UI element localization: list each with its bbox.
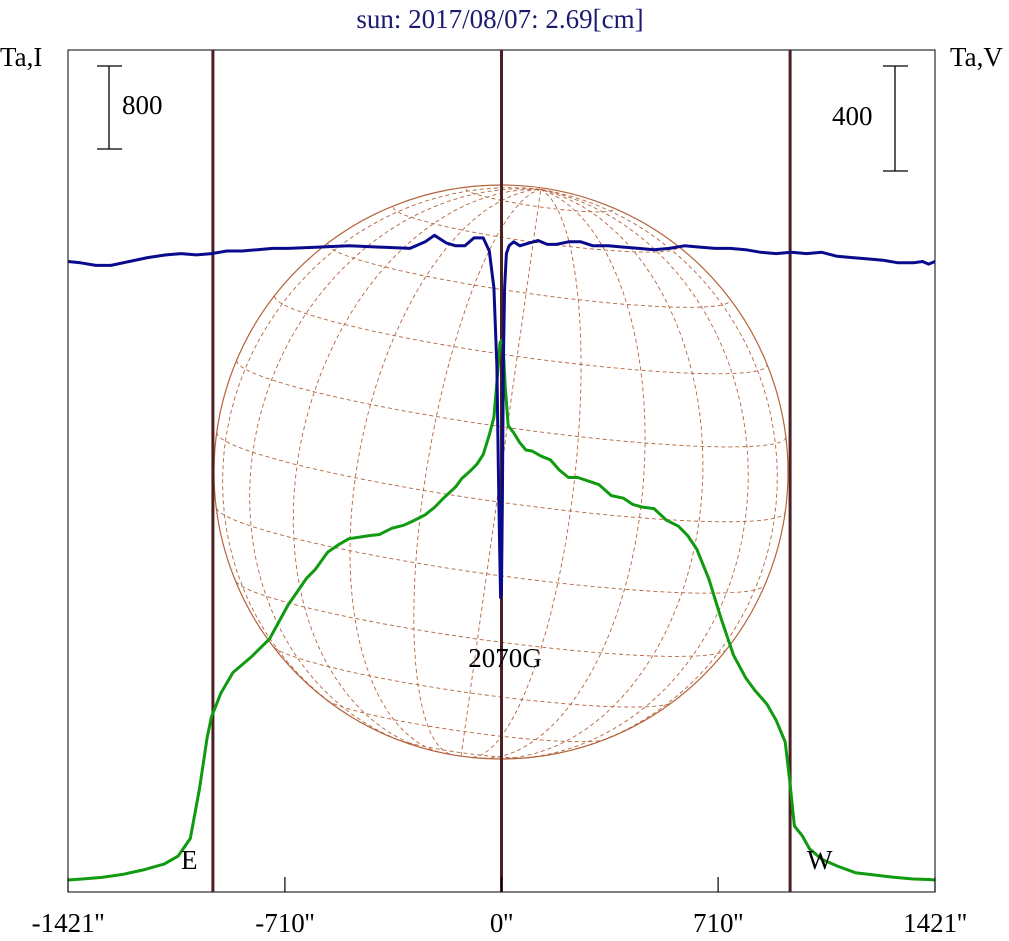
left-scale-bar bbox=[97, 65, 122, 150]
right-axis-label: Ta,V bbox=[950, 42, 1003, 72]
longitude-line bbox=[483, 188, 646, 759]
latitude-line bbox=[394, 738, 530, 759]
latitude-line bbox=[274, 296, 768, 375]
left-axis-label: Ta,I bbox=[0, 42, 42, 72]
intensity-series-line bbox=[67, 339, 936, 882]
longitude-line bbox=[512, 188, 749, 760]
latitude-line bbox=[327, 243, 731, 308]
left-scale-label: 800 bbox=[122, 90, 163, 120]
latitude-line bbox=[273, 646, 672, 708]
longitude-line bbox=[349, 188, 541, 753]
x-axis-ticks: -1421'' -710'' 0'' 710'' 1421'' bbox=[32, 877, 967, 938]
polarization-series-line bbox=[67, 233, 936, 599]
right-scale-bar bbox=[883, 65, 908, 172]
latitude-line bbox=[236, 360, 787, 448]
longitude-line bbox=[292, 188, 541, 751]
x-tick-label-2: 0'' bbox=[490, 908, 513, 938]
longitude-line bbox=[540, 188, 778, 750]
field-strength-annotation: 2070G bbox=[468, 643, 542, 673]
longitude-line bbox=[460, 189, 542, 757]
longitude-line bbox=[249, 188, 541, 745]
latitude-line bbox=[392, 207, 678, 253]
right-scale-label: 400 bbox=[832, 101, 873, 131]
x-tick-label-1: -710'' bbox=[255, 908, 314, 938]
x-tick-label-0: -1421'' bbox=[32, 908, 105, 938]
west-limb-label: W bbox=[807, 845, 833, 875]
x-tick-label-3: 710'' bbox=[693, 908, 743, 938]
x-tick-label-4: 1421'' bbox=[903, 908, 967, 938]
east-limb-label: E bbox=[181, 845, 198, 875]
chart-title: sun: 2017/08/07: 2.69[cm] bbox=[356, 4, 643, 34]
longitude-line bbox=[413, 188, 541, 755]
latitude-line bbox=[235, 581, 726, 657]
longitude-line bbox=[492, 188, 704, 760]
longitude-line bbox=[472, 188, 582, 758]
